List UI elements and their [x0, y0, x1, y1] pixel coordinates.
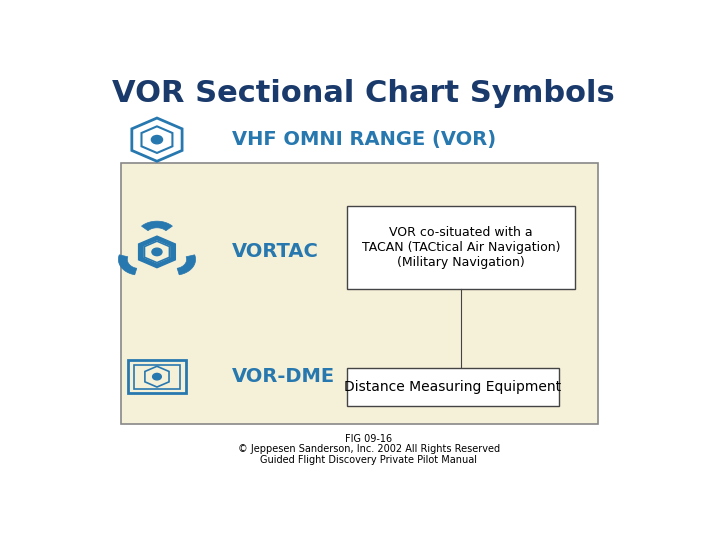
Text: Distance Measuring Equipment: Distance Measuring Equipment: [344, 380, 562, 394]
Text: VHF OMNI RANGE (VOR): VHF OMNI RANGE (VOR): [233, 130, 496, 149]
Polygon shape: [177, 255, 196, 275]
Text: VORTAC: VORTAC: [233, 242, 319, 261]
Polygon shape: [144, 241, 170, 263]
Circle shape: [151, 136, 163, 144]
Text: Guided Flight Discovery Private Pilot Manual: Guided Flight Discovery Private Pilot Ma…: [261, 455, 477, 465]
Text: VOR Sectional Chart Symbols: VOR Sectional Chart Symbols: [112, 79, 615, 109]
Text: FIG 09-16: FIG 09-16: [346, 434, 392, 444]
Polygon shape: [138, 236, 176, 268]
Circle shape: [153, 373, 161, 380]
Bar: [128, 360, 186, 393]
Text: VOR-DME: VOR-DME: [233, 367, 336, 386]
Bar: [135, 364, 179, 389]
Polygon shape: [142, 221, 172, 231]
FancyBboxPatch shape: [347, 206, 575, 289]
Circle shape: [152, 248, 162, 255]
Polygon shape: [118, 255, 137, 275]
Text: VOR co-situated with a
TACAN (TACtical Air Navigation)
(Military Navigation): VOR co-situated with a TACAN (TACtical A…: [362, 226, 560, 269]
Text: © Jeppesen Sanderson, Inc. 2002 All Rights Reserved: © Jeppesen Sanderson, Inc. 2002 All Righ…: [238, 444, 500, 455]
FancyBboxPatch shape: [121, 163, 598, 424]
FancyBboxPatch shape: [347, 368, 559, 406]
